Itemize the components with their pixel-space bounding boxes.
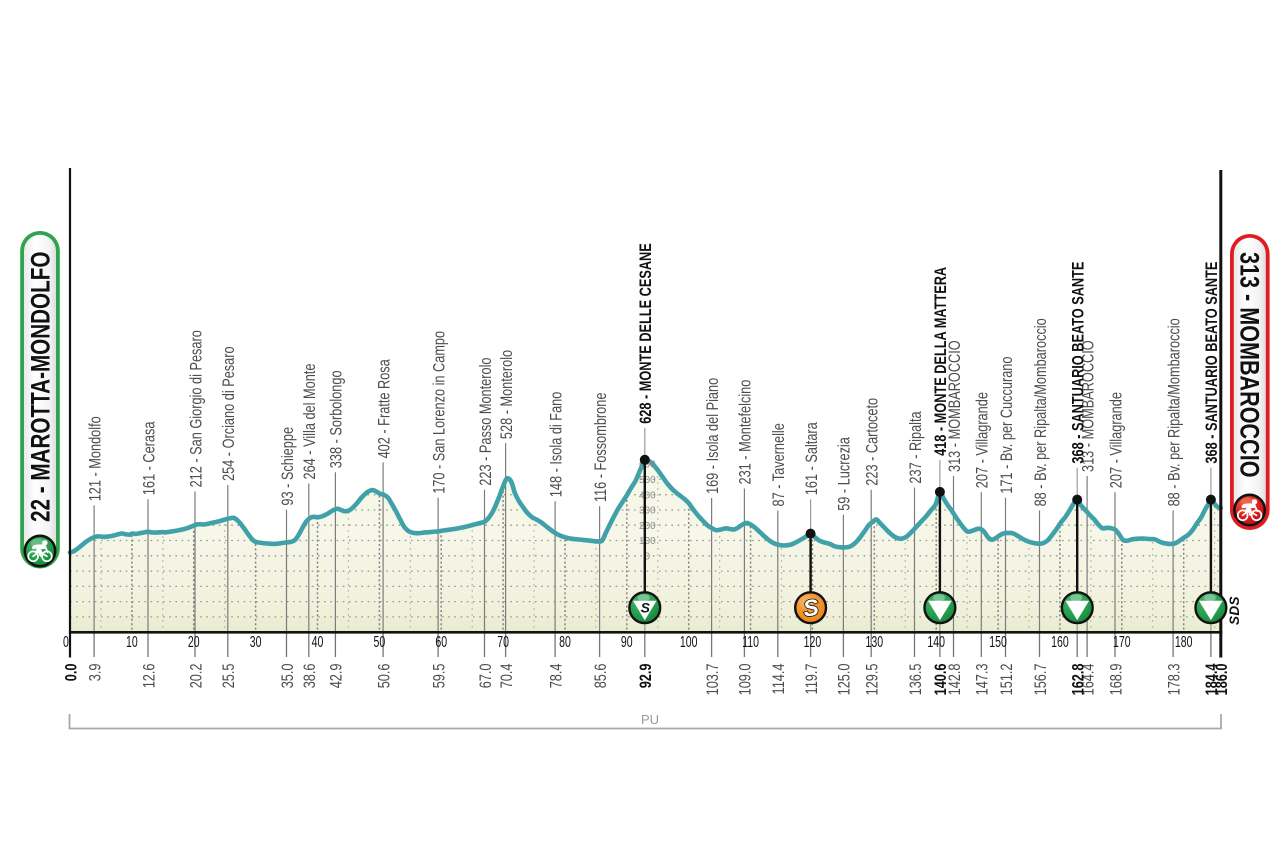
svg-text:151.2: 151.2: [997, 664, 1016, 696]
svg-text:180: 180: [1175, 633, 1193, 651]
svg-text:12.6: 12.6: [140, 664, 159, 689]
svg-text:3.9: 3.9: [86, 664, 105, 682]
svg-text:338 - Sorbolongo: 338 - Sorbolongo: [327, 370, 346, 468]
svg-text:140: 140: [927, 633, 945, 651]
svg-text:85.6: 85.6: [591, 664, 610, 689]
svg-text:30: 30: [250, 633, 262, 651]
svg-text:223 - Cartoceto: 223 - Cartoceto: [863, 398, 882, 486]
svg-text:161 - Saltara: 161 - Saltara: [802, 422, 821, 496]
svg-text:223 - Passo Monterolo: 223 - Passo Monterolo: [476, 358, 495, 486]
svg-text:162.8: 162.8: [1069, 664, 1088, 696]
svg-text:0: 0: [63, 633, 69, 651]
svg-text:313 - MOMBAROCCIO: 313 - MOMBAROCCIO: [1234, 252, 1264, 478]
svg-text:50: 50: [374, 633, 386, 651]
svg-text:40: 40: [312, 633, 324, 651]
svg-text:103.7: 103.7: [703, 664, 722, 696]
svg-text:212 - San Giorgio di Pesaro: 212 - San Giorgio di Pesaro: [187, 330, 206, 487]
svg-text:237 - Ripalta: 237 - Ripalta: [906, 411, 925, 484]
svg-text:170 - San Lorenzo in Campo: 170 - San Lorenzo in Campo: [430, 331, 449, 494]
svg-text:88 - Bv. per Ripalta/Mombarocc: 88 - Bv. per Ripalta/Mombaroccio: [1031, 318, 1050, 506]
svg-text:368 - SANTUARIO BEATO SANTE: 368 - SANTUARIO BEATO SANTE: [1069, 262, 1088, 464]
svg-text:600: 600: [639, 460, 656, 471]
svg-text:150: 150: [989, 633, 1007, 651]
svg-text:25.5: 25.5: [219, 664, 238, 689]
svg-text:121 - Mondolfo: 121 - Mondolfo: [86, 416, 105, 501]
svg-text:0: 0: [645, 551, 651, 562]
svg-text:207 - Villagrande: 207 - Villagrande: [973, 392, 992, 488]
svg-text:142.8: 142.8: [945, 664, 964, 696]
svg-text:254 - Orciano di Pesaro: 254 - Orciano di Pesaro: [219, 346, 238, 481]
svg-text:148 - Isola di Fano: 148 - Isola di Fano: [547, 392, 566, 498]
svg-text:119.7: 119.7: [802, 664, 821, 695]
svg-text:116 - Fossombrone: 116 - Fossombrone: [591, 393, 610, 503]
svg-text:200: 200: [639, 521, 656, 532]
svg-text:59 - Lucrezia: 59 - Lucrezia: [835, 437, 854, 511]
svg-text:35.0: 35.0: [278, 664, 297, 689]
svg-text:136.5: 136.5: [906, 664, 925, 696]
svg-text:400: 400: [639, 490, 656, 501]
svg-text:125.0: 125.0: [835, 664, 854, 696]
svg-text:60: 60: [435, 633, 447, 651]
svg-text:186.0: 186.0: [1212, 664, 1231, 696]
svg-text:313 - MOMBAROCCIO: 313 - MOMBAROCCIO: [945, 340, 964, 472]
svg-text:313 - MOMBAROCCIO: 313 - MOMBAROCCIO: [1079, 340, 1098, 472]
svg-text:500: 500: [639, 475, 656, 486]
svg-text:207 - Villagrande: 207 - Villagrande: [1107, 392, 1126, 488]
svg-text:129.5: 129.5: [863, 664, 882, 696]
svg-text:87 - Tavernelle: 87 - Tavernelle: [769, 423, 788, 506]
svg-text:147.3: 147.3: [973, 664, 992, 696]
svg-text:160: 160: [1051, 633, 1069, 651]
svg-text:402 - Fratte Rosa: 402 - Fratte Rosa: [375, 359, 394, 459]
svg-text:184.4: 184.4: [1202, 663, 1221, 695]
svg-text:178.3: 178.3: [1165, 664, 1184, 696]
svg-text:170: 170: [1113, 633, 1131, 651]
svg-text:88 - Bv. per Ripalta/Mombarocc: 88 - Bv. per Ripalta/Mombaroccio: [1165, 318, 1184, 506]
svg-text:120: 120: [804, 633, 822, 651]
svg-text:67.0: 67.0: [476, 664, 495, 689]
svg-text:161 - Cerasa: 161 - Cerasa: [140, 421, 159, 495]
svg-text:418 - MONTE DELLA MATTERA: 418 - MONTE DELLA MATTERA: [931, 267, 950, 456]
svg-text:130: 130: [866, 633, 884, 651]
svg-text:42.9: 42.9: [327, 664, 346, 689]
svg-text:171 - Bv. per Cuccurano: 171 - Bv. per Cuccurano: [997, 357, 1016, 494]
svg-text:20.2: 20.2: [187, 664, 206, 689]
svg-text:110: 110: [742, 633, 759, 651]
svg-text:50.6: 50.6: [375, 664, 394, 689]
svg-text:70.4: 70.4: [497, 664, 516, 689]
svg-text:78.4: 78.4: [547, 664, 566, 689]
svg-text:164.4: 164.4: [1079, 664, 1098, 696]
svg-text:156.7: 156.7: [1031, 664, 1050, 696]
svg-text:SDS: SDS: [1227, 596, 1242, 625]
svg-text:264 - Villa del Monte: 264 - Villa del Monte: [300, 364, 319, 480]
svg-text:100: 100: [680, 633, 698, 651]
svg-text:PU: PU: [641, 712, 659, 727]
svg-text:231 - Montefelcino: 231 - Montefelcino: [736, 380, 755, 485]
svg-text:93 - Schieppe: 93 - Schieppe: [278, 427, 297, 506]
svg-text:80: 80: [559, 633, 571, 651]
svg-text:109.0: 109.0: [736, 664, 755, 696]
svg-text:628 - MONTE DELLE CESANE: 628 - MONTE DELLE CESANE: [636, 243, 655, 424]
svg-text:59.5: 59.5: [430, 664, 449, 689]
svg-text:90: 90: [621, 633, 633, 651]
svg-text:114.4: 114.4: [769, 664, 788, 695]
svg-text:0.0: 0.0: [62, 664, 81, 682]
svg-text:20: 20: [188, 633, 200, 651]
svg-text:S: S: [641, 599, 651, 615]
svg-text:168.9: 168.9: [1107, 664, 1126, 696]
svg-text:38.6: 38.6: [300, 664, 319, 689]
svg-text:300: 300: [639, 506, 656, 517]
svg-text:70: 70: [497, 633, 509, 651]
svg-text:140.6: 140.6: [931, 664, 950, 696]
svg-text:528 - Monterolo: 528 - Monterolo: [497, 350, 516, 439]
svg-text:100: 100: [639, 536, 656, 547]
svg-text:22 - MAROTTA-MONDOLFO: 22 - MAROTTA-MONDOLFO: [26, 252, 56, 522]
svg-text:92.9: 92.9: [636, 664, 655, 689]
svg-text:S: S: [801, 594, 820, 622]
svg-text:169 - Isola del Piano: 169 - Isola del Piano: [703, 378, 722, 494]
svg-text:368 - SANTUARIO BEATO SANTE: 368 - SANTUARIO BEATO SANTE: [1202, 262, 1221, 464]
svg-text:10: 10: [126, 633, 138, 651]
